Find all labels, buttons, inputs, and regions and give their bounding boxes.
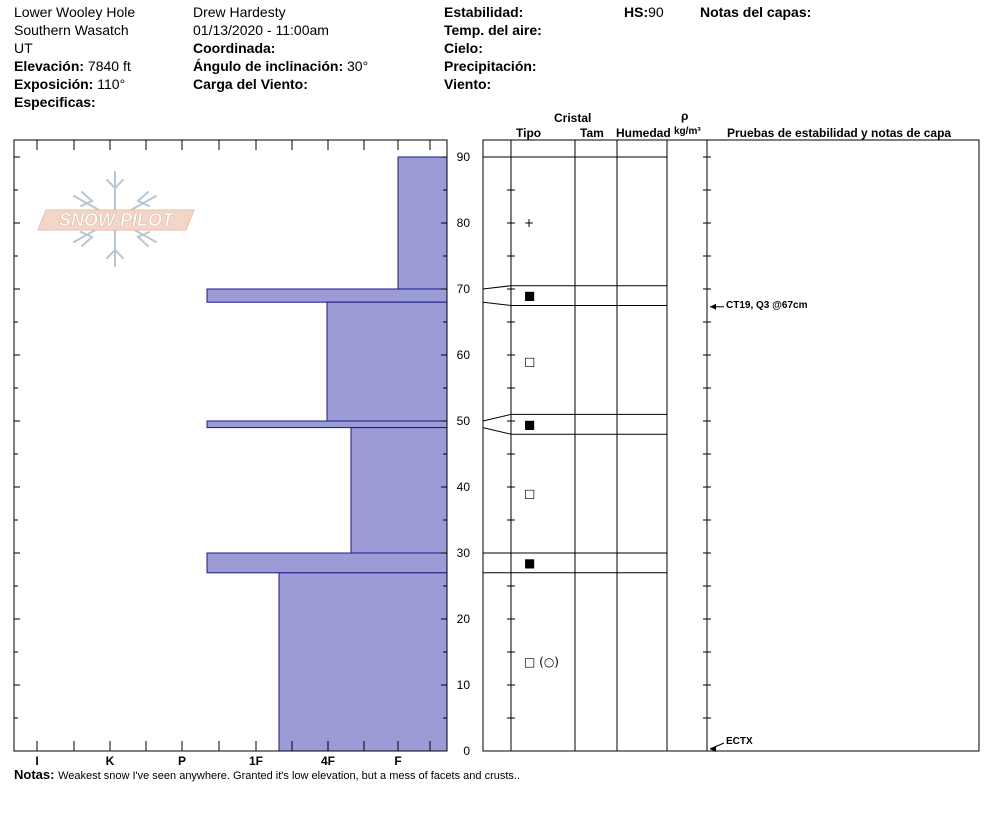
- hardness-label-K: K: [106, 754, 115, 768]
- layer-table-frame: [482, 139, 980, 752]
- coords-label: Coordinada:: [193, 40, 276, 56]
- depth-tick-label: 10: [457, 678, 471, 692]
- stability-test-label-0: CT19, Q3 @67cm: [726, 299, 808, 311]
- crystal-symbol-0: +: [524, 216, 534, 230]
- rho-header: ρ: [681, 109, 689, 123]
- hardness-label-1F: 1F: [249, 754, 263, 768]
- crystal-symbol-6: □ (○): [524, 655, 559, 669]
- depth-tick-label: 20: [457, 612, 471, 626]
- slope-label: Ángulo de inclinación:: [193, 58, 344, 74]
- depth-tick-label: 80: [457, 216, 471, 230]
- wind-load-label: Carga del Viento:: [193, 76, 308, 92]
- air-temp-label: Temp. del aire:: [444, 22, 542, 38]
- crystal-symbols: + ■ □ ■ □ ■ □ (○): [524, 216, 559, 669]
- slope-angle: Ángulo de inclinación: 30°: [193, 57, 368, 75]
- specifics-label: Especificas:: [14, 94, 96, 110]
- depth-tick-label: 0: [463, 744, 470, 758]
- test-arrow-head: [710, 303, 716, 310]
- hardness-bar-3: [206, 420, 448, 429]
- hs-label: HS:: [624, 4, 649, 20]
- state: UT: [14, 40, 33, 56]
- snow-height: HS:90: [624, 3, 664, 21]
- hardness-label-F: F: [394, 754, 401, 768]
- observer-name: Drew Hardesty: [193, 4, 286, 20]
- aspect-label: Exposición:: [14, 76, 94, 92]
- hardness-label-P: P: [178, 754, 186, 768]
- depth-tick-label: 40: [457, 480, 471, 494]
- depth-tick-label: 30: [457, 546, 471, 560]
- aspect: Exposición: 110°: [14, 75, 125, 93]
- crystal-header: Cristal: [554, 111, 592, 125]
- aspect-value: 110°: [97, 76, 126, 92]
- slope-value: 30°: [347, 58, 369, 74]
- notes: Notas: Weakest snow I've seen anywhere. …: [14, 766, 520, 785]
- notes-text: Weakest snow I've seen anywhere. Granted…: [58, 770, 521, 782]
- elevation: Elevación: 7840 ft: [14, 57, 131, 75]
- hardness-bar-5: [206, 552, 448, 574]
- moisture-header: Humedad: [616, 126, 671, 140]
- test-arrow-head: [710, 746, 716, 752]
- depth-tick-label: 60: [457, 348, 471, 362]
- stability-test-arrows: [709, 303, 725, 752]
- hardness-bar-1: [206, 288, 448, 303]
- hardness-label-I: I: [35, 754, 38, 768]
- hardness-plot-frame: [13, 139, 448, 752]
- stability-test-label-1: ECTX: [726, 736, 753, 747]
- hardness-bar-6: [278, 572, 448, 752]
- snowpilot-logo: SNOW PILOT: [37, 171, 195, 267]
- crystal-symbol-2: □: [524, 355, 535, 369]
- notes-label: Notas:: [14, 767, 55, 782]
- crystal-symbol-4: □: [524, 487, 535, 501]
- depth-tick-label: 50: [457, 414, 471, 428]
- logo-banner: [37, 209, 195, 231]
- layer-boundaries: [482, 156, 667, 574]
- type-header: Tipo: [516, 126, 542, 140]
- hs-value: 90: [648, 4, 664, 20]
- stability-label: Estabilidad:: [444, 4, 524, 20]
- hardness-axis-ticks: [36, 140, 431, 751]
- mountain-range: Southern Wasatch: [14, 22, 129, 38]
- elevation-label: Elevación:: [14, 58, 85, 74]
- hardness-axis-labels: I K P 1F 4F F: [35, 754, 401, 768]
- layer-connector: [482, 427, 512, 435]
- hardness-bar-0: [397, 156, 448, 290]
- layer-connector: [482, 413, 512, 422]
- wind-label: Viento:: [444, 76, 492, 92]
- elevation-value: 7840 ft: [87, 58, 131, 74]
- depth-tick-label: 70: [457, 282, 471, 296]
- precip-label: Precipitación:: [444, 58, 537, 74]
- crystal-symbol-1: ■: [524, 289, 535, 303]
- location-name: Lower Wooley Hole: [14, 4, 136, 20]
- layer-notes-label: Notas del capas:: [700, 4, 812, 20]
- crystal-symbol-3: ■: [524, 417, 535, 431]
- hardness-label-4F: 4F: [321, 754, 335, 768]
- logo-text: SNOW PILOT: [59, 210, 175, 230]
- layer-connector: [482, 285, 512, 290]
- density-unit-header: kg/m³: [674, 126, 701, 137]
- observation-datetime: 01/13/2020 - 11:00am: [193, 22, 329, 38]
- tests-header: Pruebas de estabilidad y notas de capa: [727, 126, 952, 140]
- size-header: Tam: [580, 126, 604, 140]
- hardness-bars: [206, 156, 448, 752]
- hardness-bar-2: [326, 301, 448, 422]
- depth-tick-label: 90: [457, 150, 471, 164]
- hardness-bar-4: [350, 427, 448, 554]
- sky-label: Cielo:: [444, 40, 483, 56]
- layer-connector: [482, 301, 512, 306]
- crystal-symbol-5: ■: [524, 556, 535, 570]
